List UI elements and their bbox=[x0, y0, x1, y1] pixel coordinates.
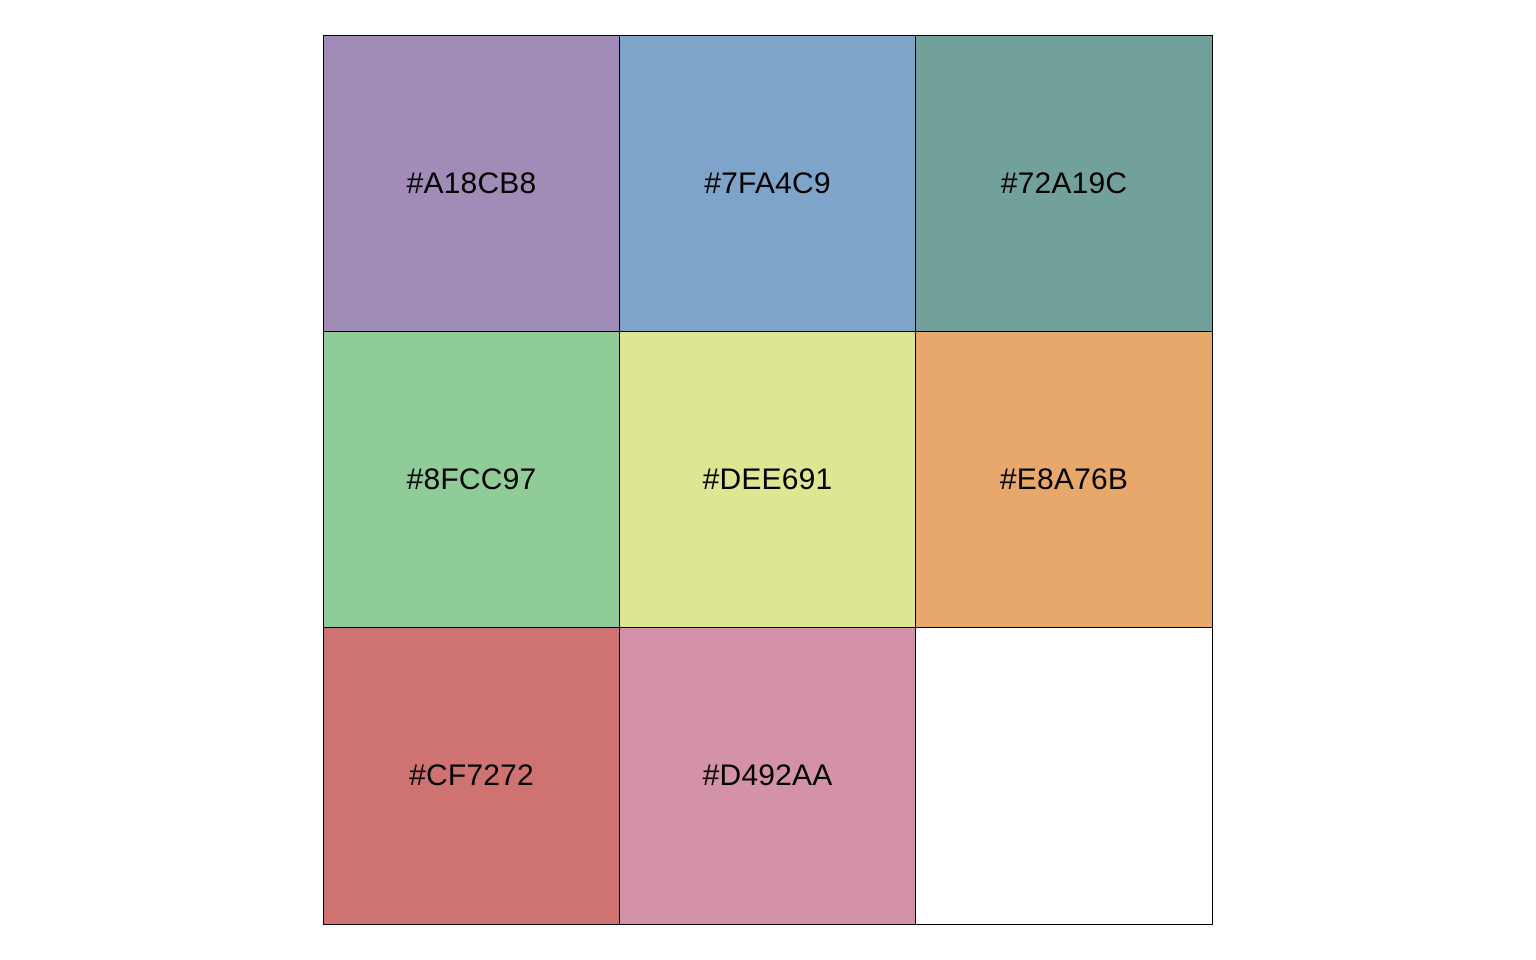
color-swatch: #D492AA bbox=[620, 628, 916, 924]
swatch-label: #7FA4C9 bbox=[704, 166, 831, 200]
swatch-label: #8FCC97 bbox=[406, 462, 537, 496]
empty-cell bbox=[914, 626, 1212, 924]
color-swatch: #E8A76B bbox=[916, 332, 1212, 628]
color-swatch: #CF7272 bbox=[324, 628, 620, 924]
swatch-label: #D492AA bbox=[702, 759, 833, 792]
swatch-label: #DEE691 bbox=[702, 462, 833, 496]
color-swatch: #A18CB8 bbox=[324, 36, 620, 332]
color-swatch: #72A19C bbox=[916, 36, 1212, 332]
swatch-label: #E8A76B bbox=[999, 462, 1129, 496]
color-swatch: #7FA4C9 bbox=[620, 36, 916, 332]
swatch-label: #72A19C bbox=[1000, 166, 1128, 200]
color-swatch: #DEE691 bbox=[620, 332, 916, 628]
swatch-label: #CF7272 bbox=[409, 759, 534, 792]
palette-grid: #A18CB8 #7FA4C9 #72A19C #8FCC97 #DEE691 … bbox=[323, 35, 1213, 925]
swatch-label: #A18CB8 bbox=[406, 166, 537, 200]
color-swatch: #8FCC97 bbox=[324, 332, 620, 628]
